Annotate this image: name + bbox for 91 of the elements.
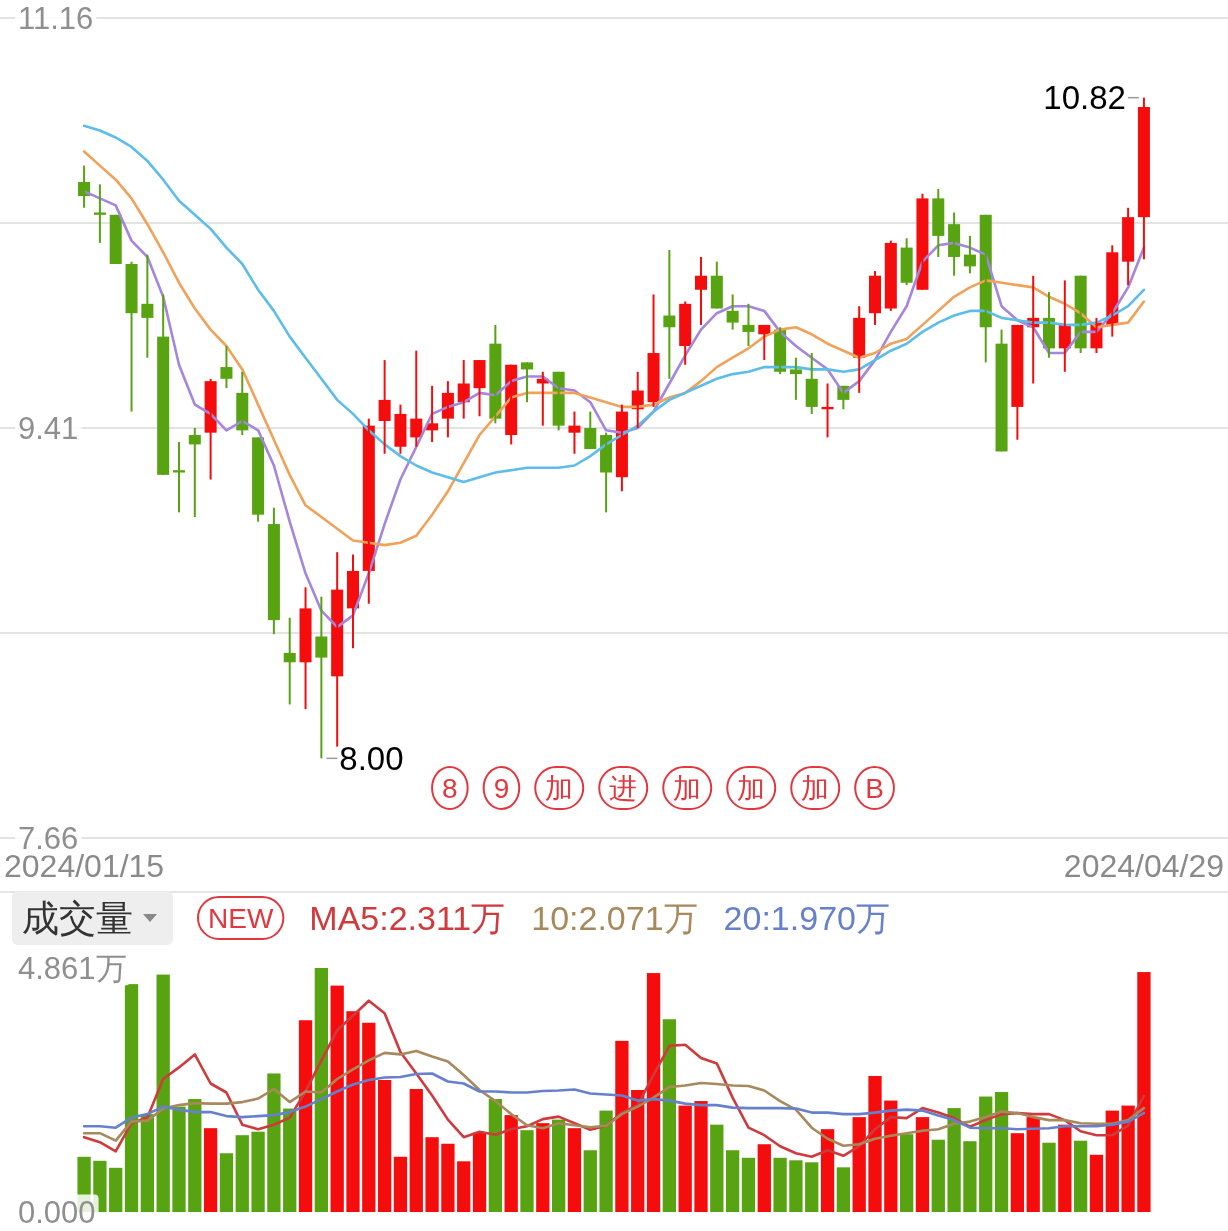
bar — [631, 1090, 645, 1212]
bar — [188, 1099, 202, 1212]
bar — [140, 1114, 154, 1212]
bar — [1105, 1110, 1119, 1212]
bar — [615, 1040, 629, 1212]
bar — [963, 1141, 977, 1212]
bar — [172, 1106, 186, 1212]
annotation: 9 — [493, 772, 510, 804]
bar — [425, 1137, 439, 1212]
bar — [409, 1089, 423, 1212]
annotation: 加 — [801, 772, 830, 804]
annotation: 进 — [609, 772, 638, 804]
bar — [251, 1131, 265, 1212]
bar — [156, 974, 170, 1212]
y-tick-label: 0.000 — [18, 1194, 96, 1230]
bar — [504, 1115, 518, 1212]
bar — [915, 1117, 930, 1212]
bar — [884, 1100, 898, 1212]
annotation: 8.00 — [339, 739, 404, 777]
text: MA5:2.311万 — [309, 899, 506, 937]
candlestick — [93, 183, 106, 244]
bar — [124, 984, 139, 1212]
bar — [109, 1167, 123, 1212]
y-tick-label: 9.41 — [18, 410, 79, 446]
bar — [662, 1019, 677, 1212]
bar — [979, 1096, 993, 1212]
chart-title: 成交量 — [22, 897, 133, 939]
bar — [235, 1135, 249, 1212]
bar — [346, 1011, 360, 1212]
bar — [1042, 1142, 1056, 1212]
bar — [393, 1156, 408, 1212]
bar — [710, 1124, 724, 1212]
bar — [820, 1129, 835, 1212]
text: 10:2.071万 — [531, 899, 698, 937]
y-tick-label: 4.861万 — [18, 950, 127, 986]
bar — [377, 1079, 392, 1212]
bar — [868, 1075, 882, 1212]
bar — [314, 968, 328, 1212]
bar — [267, 1073, 281, 1212]
annotation: 加 — [545, 772, 574, 804]
bar — [900, 1134, 914, 1212]
bar — [599, 1110, 613, 1212]
bar — [330, 985, 344, 1212]
bar — [836, 1167, 851, 1212]
y-tick-label: 11.16 — [18, 0, 94, 36]
bar — [472, 1132, 487, 1212]
candlestick — [172, 441, 185, 514]
bar — [947, 1108, 961, 1212]
bar — [1074, 1140, 1088, 1212]
bar — [1058, 1124, 1072, 1212]
bar — [931, 1139, 945, 1212]
bar — [219, 1153, 234, 1212]
bar — [583, 1150, 597, 1212]
bar — [298, 1020, 313, 1212]
bar — [362, 1022, 376, 1212]
line-series — [82, 150, 1146, 547]
bar — [1137, 972, 1151, 1212]
bar — [457, 1161, 471, 1212]
bar — [678, 1105, 692, 1212]
bar — [283, 1108, 297, 1212]
bar — [726, 1150, 740, 1212]
bar — [441, 1143, 455, 1212]
bar — [773, 1157, 787, 1212]
annotation: 10.82 — [1043, 79, 1126, 117]
text: 20:1.970万 — [723, 899, 890, 937]
bar — [694, 1101, 708, 1212]
bar — [741, 1157, 756, 1212]
x-tick-label: 2024/04/29 — [1063, 848, 1224, 884]
bar — [1026, 1117, 1040, 1212]
bar — [852, 1117, 866, 1212]
bar — [1121, 1105, 1135, 1212]
bar — [789, 1160, 803, 1212]
bar — [203, 1128, 218, 1212]
annotation: B — [865, 772, 884, 804]
line-series — [82, 124, 1146, 484]
bar — [994, 1092, 1009, 1212]
bar — [805, 1162, 819, 1212]
annotation: 加 — [737, 772, 766, 804]
y-tick-label: 7.66 — [18, 820, 79, 856]
bar — [567, 1128, 582, 1212]
bar — [646, 973, 661, 1212]
bar — [1089, 1154, 1104, 1212]
annotation: 8 — [442, 772, 458, 804]
bar — [757, 1144, 771, 1212]
bar — [551, 1119, 566, 1212]
annotation: 加 — [673, 772, 702, 804]
text: NEW — [208, 902, 274, 934]
bar — [520, 1130, 534, 1212]
bar — [536, 1123, 550, 1212]
bar — [1010, 1133, 1025, 1212]
bar — [488, 1099, 502, 1212]
